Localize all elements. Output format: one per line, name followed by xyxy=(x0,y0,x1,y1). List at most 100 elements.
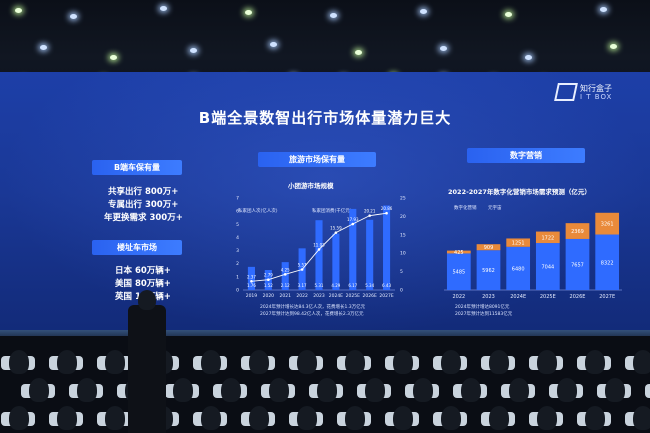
digital-chart-title: 2022-2027年数字化营销市场需求预测（亿元） xyxy=(448,188,591,196)
logo-name: 知行盒子 xyxy=(580,83,612,93)
audience-head xyxy=(105,406,125,430)
tourism-bar-label: 2.12 xyxy=(281,283,290,288)
digital-marketing-bar xyxy=(506,246,531,290)
tourism-line-label: 5.57 xyxy=(298,263,307,268)
metaverse-label: 3261 xyxy=(601,222,614,228)
metaverse-label: 2369 xyxy=(571,229,584,235)
stat-replacement: 年更换需求 300万+ xyxy=(104,213,183,223)
audience-head xyxy=(201,406,221,430)
tourism-line-label: 11.03 xyxy=(313,242,325,247)
stat-usa: 美国 80万辆+ xyxy=(115,279,171,289)
metaverse-label: 1722 xyxy=(541,235,554,241)
digital-marketing-label: 7044 xyxy=(541,265,554,271)
digital-category-label: 2026E xyxy=(570,294,586,300)
brand-logo: 知行盒子 I T BOX xyxy=(554,83,612,101)
audience-head xyxy=(633,350,650,374)
screen-glow xyxy=(0,72,650,337)
tourism-line-point xyxy=(385,211,388,215)
digital-marketing-label: 5962 xyxy=(482,268,495,274)
photographer-silhouette xyxy=(128,305,166,433)
ceiling-light xyxy=(245,10,252,15)
tourism-left-tick: 2 xyxy=(236,261,239,267)
audience-head xyxy=(345,350,365,374)
audience-head xyxy=(393,350,413,374)
audience-head xyxy=(393,406,413,430)
tourism-chart-title: 小团游市场规模 xyxy=(288,182,334,190)
stat-dedicated: 专属出行 300万+ xyxy=(108,200,179,210)
tourism-right-tick: 15 xyxy=(400,232,406,238)
digital-category-label: 2024E xyxy=(510,294,526,300)
metaverse-label: 1251 xyxy=(512,241,525,247)
audience-head xyxy=(345,406,365,430)
tourism-bar-label: 5.34 xyxy=(365,283,374,288)
tourism-line-label: 17.93 xyxy=(347,217,359,222)
ceiling-light xyxy=(420,9,427,14)
audience-head xyxy=(509,378,529,402)
audience-head xyxy=(57,350,77,374)
ceiling-light xyxy=(70,14,77,19)
tourism-bar-label: 1.76 xyxy=(247,283,256,288)
tourism-line-point xyxy=(283,273,287,276)
digital-legend-marketing: 数字化营销 xyxy=(454,206,477,211)
ceiling-light xyxy=(190,48,197,53)
digital-marketing-label: 7657 xyxy=(571,262,584,268)
tourism-note-2: 2027年预计达到98.42亿人次，花费增长2.3万亿元 xyxy=(260,312,364,317)
digital-marketing-bar xyxy=(476,250,501,290)
digital-marketing-label: 8322 xyxy=(601,260,614,266)
tourism-left-tick: 1 xyxy=(236,274,239,280)
ceiling-light xyxy=(600,7,607,12)
tourism-left-tick: 3 xyxy=(236,248,239,254)
digital-marketing-bar xyxy=(595,234,620,290)
audience-head xyxy=(249,350,269,374)
tourism-bar-label: 3.17 xyxy=(298,283,307,288)
tourism-line-point xyxy=(250,279,253,283)
projection-screen xyxy=(0,72,650,337)
badge-digital: 数字营销 xyxy=(467,148,585,163)
tourism-bar xyxy=(349,208,357,290)
tourism-left-tick: 7 xyxy=(236,196,239,202)
audience-head xyxy=(173,378,193,402)
digital-legend-metaverse: 元宇宙 xyxy=(488,206,502,211)
audience-head xyxy=(57,406,77,430)
audience-head xyxy=(633,406,650,430)
tourism-category-label: 2022 xyxy=(296,293,308,299)
stat-japan: 日本 60万辆+ xyxy=(115,266,171,276)
digital-marketing-bar xyxy=(535,243,560,290)
digital-category-label: 2022 xyxy=(452,294,465,300)
tourism-line-label: 20.21 xyxy=(364,209,376,214)
ceiling-light xyxy=(110,55,117,60)
audience-head xyxy=(365,378,385,402)
tourism-line-point xyxy=(334,231,338,234)
digital-marketing-bar xyxy=(565,238,590,290)
tourism-line-label: 4.25 xyxy=(281,267,290,272)
metaverse-bar xyxy=(446,250,471,254)
digital-marketing-bar xyxy=(446,253,471,290)
tourism-left-tick: 0 xyxy=(236,288,239,294)
audience-head xyxy=(201,350,221,374)
digital-category-label: 2027E xyxy=(599,294,615,300)
tourism-left-tick: 6 xyxy=(236,209,239,215)
tourism-line-label: 2.79 xyxy=(264,273,273,278)
tourism-legend-spend: 私家团消费(千亿元) xyxy=(312,209,352,214)
audience-head xyxy=(269,378,289,402)
audience-head xyxy=(537,350,557,374)
audience-head xyxy=(489,406,509,430)
audience-head xyxy=(9,350,29,374)
tourism-line-point xyxy=(368,214,371,217)
tourism-category-label: 2020 xyxy=(263,293,275,299)
stat-shared: 共享出行 800万+ xyxy=(108,187,179,197)
tourism-bar xyxy=(247,266,255,290)
audience-head xyxy=(105,350,125,374)
digital-marketing-label: 5485 xyxy=(452,270,465,276)
metaverse-bar xyxy=(476,244,501,251)
tourism-bar-label: 1.52 xyxy=(264,283,273,288)
photographer-head xyxy=(138,290,156,310)
ceiling-light xyxy=(40,45,47,50)
badge-fleet: B端车保有量 xyxy=(92,160,182,175)
tourism-bar xyxy=(383,205,391,290)
audience-head xyxy=(605,378,625,402)
audience-head xyxy=(585,350,605,374)
tourism-bar-label: 5.31 xyxy=(315,283,324,288)
badge-tourism: 旅游市场保有量 xyxy=(258,152,376,167)
tourism-category-label: 2023 xyxy=(313,293,325,299)
